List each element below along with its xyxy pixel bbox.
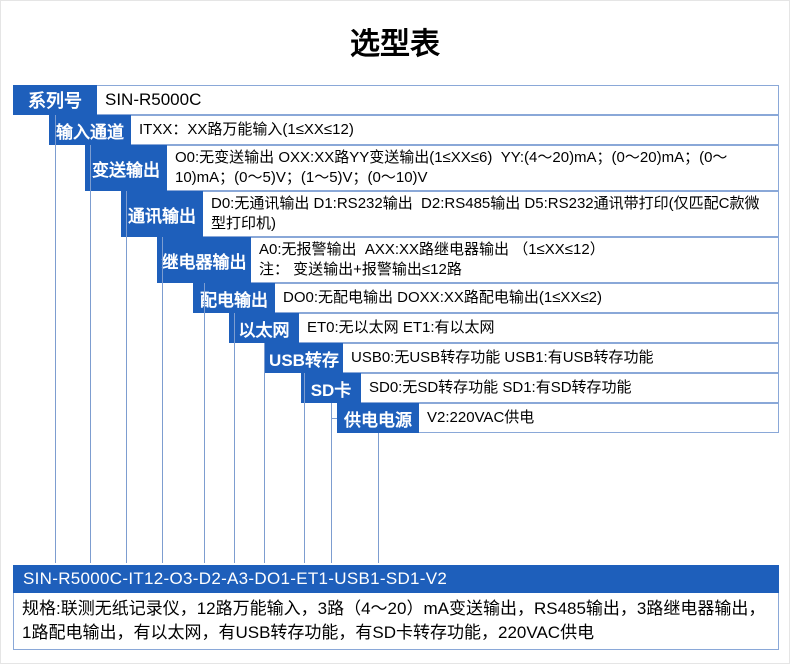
row-description: D0:无通讯输出 D1:RS232输出 D2:RS485输出 D5:RS232通…: [203, 191, 779, 237]
model-number-bar: SIN-R5000C-IT12-O3-D2-A3-DO1-ET1-USB1-SD…: [13, 565, 779, 593]
row-label: 继电器输出: [157, 237, 251, 283]
row-label: 供电电源: [337, 403, 419, 433]
row-label: 系列号: [13, 85, 97, 115]
row-description: A0:无报警输出 AXX:XX路继电器输出 （1≤XX≤12） 注： 变送输出+…: [251, 237, 779, 283]
selection-row: 输入通道ITXX：XX路万能输入(1≤XX≤12): [13, 115, 779, 145]
row-label: 通讯输出: [121, 191, 203, 237]
row-label: USB转存: [265, 343, 343, 373]
row-description: USB0:无USB转存功能 USB1:有USB转存功能: [343, 343, 779, 373]
row-label: 变送输出: [85, 145, 167, 191]
page-title: 选型表: [1, 1, 789, 85]
selection-row: 配电输出DO0:无配电输出 DOXX:XX路配电输出(1≤XX≤2): [13, 283, 779, 313]
selection-table: 系列号SIN-R5000C输入通道ITXX：XX路万能输入(1≤XX≤12)变送…: [13, 85, 779, 433]
row-label: 输入通道: [49, 115, 131, 145]
row-label: 以太网: [229, 313, 299, 343]
selection-row: 继电器输出A0:无报警输出 AXX:XX路继电器输出 （1≤XX≤12） 注： …: [13, 237, 779, 283]
row-description: V2:220VAC供电: [419, 403, 779, 433]
row-description: O0:无变送输出 OXX:XX路YY变送输出(1≤XX≤6) YY:(4～20)…: [167, 145, 779, 191]
row-description: ITXX：XX路万能输入(1≤XX≤12): [131, 115, 779, 145]
row-description: SIN-R5000C: [97, 85, 779, 115]
selection-row: USB转存USB0:无USB转存功能 USB1:有USB转存功能: [13, 343, 779, 373]
selection-row: 变送输出O0:无变送输出 OXX:XX路YY变送输出(1≤XX≤6) YY:(4…: [13, 145, 779, 191]
selection-row: 以太网ET0:无以太网 ET1:有以太网: [13, 313, 779, 343]
selection-row: 通讯输出D0:无通讯输出 D1:RS232输出 D2:RS485输出 D5:RS…: [13, 191, 779, 237]
row-description: DO0:无配电输出 DOXX:XX路配电输出(1≤XX≤2): [275, 283, 779, 313]
row-description: ET0:无以太网 ET1:有以太网: [299, 313, 779, 343]
row-description: SD0:无SD转存功能 SD1:有SD转存功能: [361, 373, 779, 403]
selection-row: 系列号SIN-R5000C: [13, 85, 779, 115]
selection-row: SD卡SD0:无SD转存功能 SD1:有SD转存功能: [13, 373, 779, 403]
row-label: SD卡: [301, 373, 361, 403]
spec-description: 规格:联测无纸记录仪，12路万能输入，3路（4～20）mA变送输出，RS485输…: [13, 593, 779, 650]
selection-row: 供电电源V2:220VAC供电: [13, 403, 779, 433]
row-label: 配电输出: [193, 283, 275, 313]
